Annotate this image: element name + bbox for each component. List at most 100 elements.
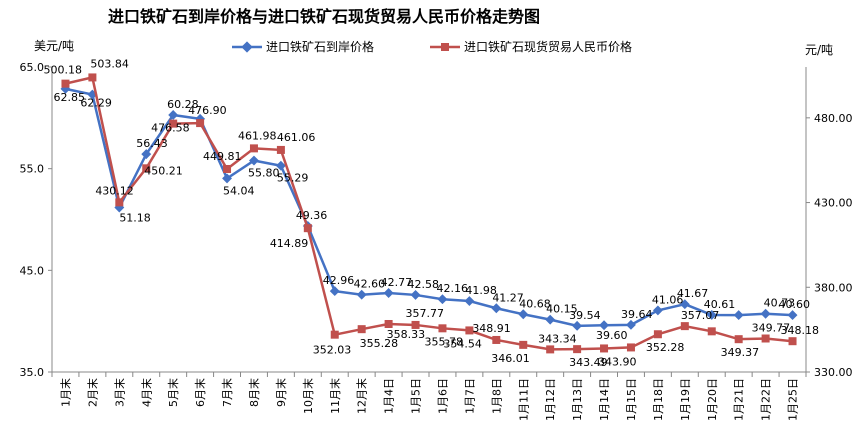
right-tick-label: 330.00	[814, 366, 853, 379]
left-tick-label: 45.0	[20, 264, 45, 277]
data-label: 42.77	[381, 276, 413, 289]
data-point	[788, 337, 797, 346]
data-label: 39.64	[621, 308, 653, 321]
data-label: 503.84	[90, 57, 128, 70]
x-tick-label: 6月末	[193, 378, 207, 407]
data-label: 354.54	[443, 337, 482, 350]
data-point	[88, 73, 97, 82]
data-label: 41.98	[465, 284, 497, 297]
data-label: 449.81	[203, 150, 242, 163]
left-tick-label: 55.0	[20, 163, 45, 176]
x-tick-label: 4月末	[139, 378, 153, 407]
data-point	[275, 160, 286, 171]
x-tick-label: 2月末	[85, 378, 99, 407]
data-point	[464, 296, 475, 306]
x-tick-label: 1月13日	[571, 378, 584, 421]
data-label: 62.29	[80, 97, 112, 110]
data-label: 346.01	[491, 352, 530, 365]
x-tick-label: 1月15日	[625, 378, 638, 421]
data-label: 343.34	[538, 332, 577, 345]
data-label: 358.33	[387, 328, 426, 341]
x-tick-label: 1月11日	[517, 378, 530, 421]
legend-label-usd: 进口铁矿石到岸价格	[266, 39, 374, 54]
data-point	[707, 327, 716, 336]
data-point	[679, 299, 690, 310]
data-label: 42.16	[436, 282, 468, 295]
x-tick-label: 9月末	[274, 378, 288, 407]
data-label: 476.90	[188, 104, 227, 117]
data-point	[357, 325, 366, 334]
data-point	[249, 155, 259, 166]
data-point	[491, 303, 502, 314]
x-tick-label: 1月6日	[436, 378, 449, 414]
data-label: 352.03	[313, 344, 352, 357]
data-label: 414.89	[270, 237, 309, 250]
x-tick-label: 7月末	[220, 378, 234, 407]
data-label: 461.98	[238, 129, 277, 142]
data-label: 348.91	[472, 322, 511, 335]
data-label: 51.18	[119, 212, 151, 225]
data-label: 476.58	[151, 122, 190, 135]
data-point	[761, 334, 770, 343]
right-tick-label: 480.00	[814, 112, 853, 125]
x-tick-label: 1月末	[58, 378, 72, 407]
data-label: 500.18	[43, 64, 82, 77]
right-tick-label: 430.00	[814, 197, 853, 210]
legend-label-cny: 进口铁矿石现货贸易人民币价格	[464, 39, 632, 54]
legend-marker-usd	[241, 41, 253, 53]
x-tick-label: 1月21日	[733, 378, 746, 421]
data-label: 349.37	[721, 346, 760, 359]
data-point	[572, 320, 583, 331]
right-tick-label: 380.00	[814, 281, 853, 294]
data-point	[222, 173, 232, 184]
data-point	[706, 310, 717, 320]
x-tick-label: 1月7日	[463, 378, 476, 414]
data-label: 39.60	[596, 329, 628, 342]
data-point	[787, 310, 798, 321]
left-axis-unit: 美元/吨	[34, 39, 74, 53]
data-point	[733, 310, 744, 321]
x-tick-label: 1月25日	[787, 378, 800, 421]
data-label: 49.36	[296, 209, 328, 222]
data-label: 352.28	[646, 341, 685, 354]
left-tick-label: 65.0	[20, 61, 45, 74]
data-label: 40.73	[764, 297, 796, 310]
data-label: 39.54	[569, 309, 601, 322]
data-point	[411, 320, 420, 329]
series-line	[65, 87, 793, 328]
data-point	[61, 79, 70, 88]
data-point	[519, 340, 528, 349]
data-label: 40.68	[519, 297, 551, 310]
data-label: 42.96	[323, 274, 355, 287]
data-label: 55.80	[248, 167, 280, 180]
left-axis-ticks: 65.0 55.0 45.0 35.0	[20, 61, 52, 379]
x-tick-label: 8月末	[247, 378, 261, 407]
data-point	[465, 326, 474, 335]
data-label: 461.06	[277, 131, 316, 144]
data-point	[169, 119, 178, 128]
right-axis-ticks: 480.00 430.00 380.00 330.00	[806, 112, 853, 379]
data-label: 349.77	[752, 322, 791, 335]
data-point	[142, 164, 151, 173]
x-tick-label: 1月19日	[679, 378, 692, 421]
data-point	[383, 288, 394, 298]
data-label: 40.15	[546, 303, 578, 316]
legend: 进口铁矿石到岸价格 进口铁矿石现货贸易人民币价格	[232, 39, 632, 54]
x-tick-label: 10月末	[301, 378, 315, 414]
x-tick-label: 1月20日	[706, 378, 719, 421]
data-point	[141, 149, 152, 160]
data-point	[626, 343, 635, 352]
data-point	[437, 294, 448, 305]
data-label: 343.49	[569, 356, 608, 369]
x-axis-ticks: 1月末 2月末 3月末 4月末 5月末 6月末 7月末 8月末 9月末 10月末 11月末 12月末 1…	[51, 372, 807, 421]
data-point	[223, 164, 232, 173]
data-point	[626, 319, 636, 330]
right-axis-unit: 元/吨	[805, 43, 833, 57]
data-label: 41.06	[652, 293, 684, 306]
data-point	[330, 330, 339, 339]
x-tick-label: 1月18日	[652, 378, 665, 421]
data-label: 41.67	[677, 287, 709, 300]
data-point	[303, 224, 312, 233]
